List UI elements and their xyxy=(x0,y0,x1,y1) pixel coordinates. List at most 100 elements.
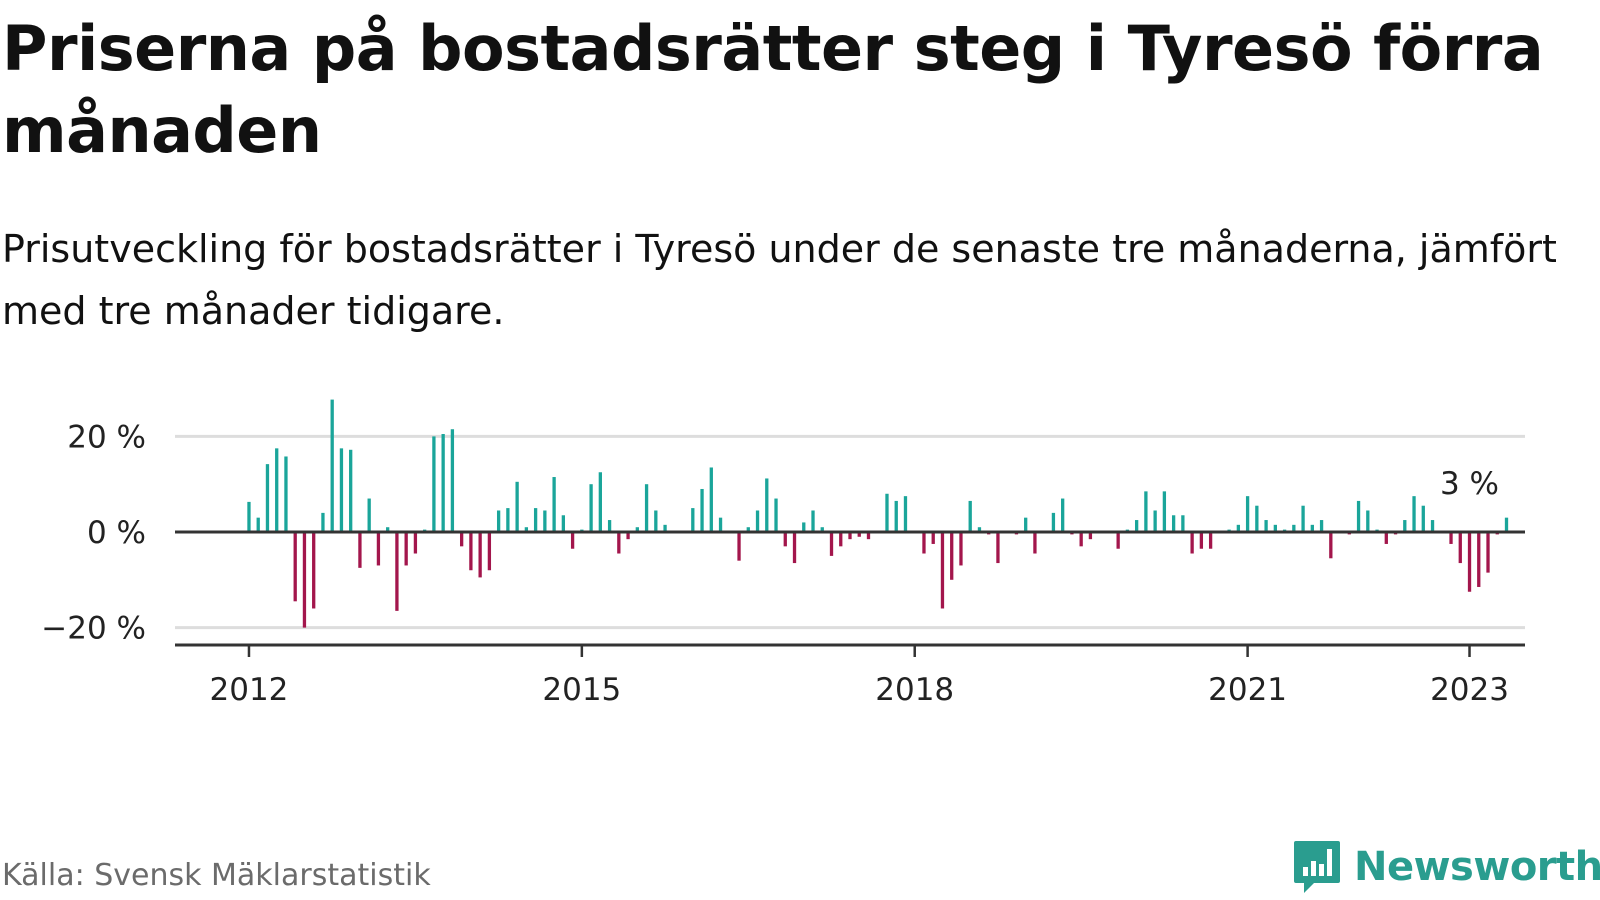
bar xyxy=(1403,520,1407,532)
bar xyxy=(1458,532,1462,564)
bar xyxy=(247,501,251,532)
bar xyxy=(478,532,482,578)
bar xyxy=(330,399,334,532)
bar xyxy=(487,532,492,571)
x-tick-label: 2023 xyxy=(1430,672,1509,708)
bar xyxy=(700,488,704,532)
bar xyxy=(654,510,658,532)
latest-value-label: 3 % xyxy=(1440,466,1499,502)
bar xyxy=(829,532,834,556)
bar xyxy=(515,481,519,532)
x-tick-label: 2021 xyxy=(1208,672,1287,708)
labels: 20 % 0 % −20 % 2012 2015 2018 2021 2023 3 % xyxy=(41,419,1509,708)
x-tick-label: 2015 xyxy=(542,672,621,708)
bar xyxy=(589,484,593,532)
bar xyxy=(765,478,769,532)
bar xyxy=(792,532,797,564)
bar xyxy=(1319,520,1324,532)
bar xyxy=(755,510,760,532)
bar xyxy=(1079,532,1083,547)
bar xyxy=(1171,515,1176,532)
source-note: Källa: Svensk Mäklarstatistik xyxy=(2,858,431,893)
bar xyxy=(524,527,529,532)
bar xyxy=(857,532,861,537)
bar xyxy=(284,456,288,532)
bar xyxy=(746,527,750,532)
bar xyxy=(293,532,297,602)
logo-text: Newsworthy xyxy=(1354,844,1600,890)
bar xyxy=(376,532,381,566)
bar xyxy=(774,498,778,532)
bar xyxy=(1199,532,1204,549)
bar xyxy=(1255,505,1259,532)
bar xyxy=(903,496,908,532)
bar xyxy=(496,510,501,532)
bar xyxy=(1301,505,1305,532)
bar xyxy=(506,508,510,532)
bar xyxy=(783,532,787,547)
bar xyxy=(1467,532,1472,592)
bar xyxy=(358,532,362,568)
bar xyxy=(1412,496,1416,532)
bar xyxy=(432,436,436,532)
bar xyxy=(339,448,344,532)
logo-chart-icon xyxy=(1294,841,1340,893)
bar xyxy=(1190,532,1194,554)
bar xyxy=(1384,532,1388,544)
bar xyxy=(1134,520,1139,532)
x-tick-label: 2018 xyxy=(875,672,954,708)
bar xyxy=(894,500,898,532)
bar xyxy=(959,532,963,566)
bar xyxy=(561,515,566,532)
y-tick-label: 20 % xyxy=(67,419,146,455)
bar xyxy=(386,527,390,532)
bar xyxy=(1356,500,1361,532)
bar xyxy=(598,472,602,532)
bar xyxy=(617,532,621,554)
bar xyxy=(469,532,473,571)
chart-title: Priserna på bostadsrätter steg i Tyresö … xyxy=(2,12,1544,167)
bar xyxy=(256,517,260,532)
bars xyxy=(247,399,1509,628)
bar xyxy=(1208,532,1213,549)
newsworthy-logo[interactable]: Newsworthy xyxy=(1292,841,1600,893)
x-tick-label: 2012 xyxy=(210,672,289,708)
axes xyxy=(175,530,1525,657)
bar xyxy=(1236,524,1241,532)
chart-subtitle: Prisutveckling för bostadsrätter i Tyres… xyxy=(2,227,1557,333)
bar xyxy=(1273,524,1277,532)
bar xyxy=(1430,520,1435,532)
bar xyxy=(1310,524,1314,532)
bar xyxy=(663,524,667,532)
bar xyxy=(1477,532,1481,587)
bar xyxy=(413,532,418,554)
bar xyxy=(321,512,325,532)
bar xyxy=(1033,532,1037,554)
bar xyxy=(885,493,889,532)
bar xyxy=(931,532,935,544)
bar xyxy=(718,517,723,532)
bar xyxy=(533,508,538,532)
bar xyxy=(543,510,547,532)
bar xyxy=(265,464,270,532)
bar xyxy=(996,532,1000,564)
bar xyxy=(1144,491,1148,532)
bar xyxy=(737,532,741,561)
y-tick-label: −20 % xyxy=(41,611,146,647)
bar xyxy=(312,532,316,609)
bar xyxy=(1051,512,1056,532)
bar xyxy=(1449,532,1453,544)
gridlines xyxy=(175,434,1525,630)
bar xyxy=(940,532,945,609)
bar xyxy=(607,520,612,532)
bar xyxy=(691,508,695,532)
bar xyxy=(395,532,399,611)
bar xyxy=(1024,517,1028,532)
bar xyxy=(811,510,815,532)
bar xyxy=(1421,505,1425,532)
bar xyxy=(839,532,843,547)
bar xyxy=(1245,496,1250,532)
bar xyxy=(626,532,630,540)
bar xyxy=(441,434,445,532)
